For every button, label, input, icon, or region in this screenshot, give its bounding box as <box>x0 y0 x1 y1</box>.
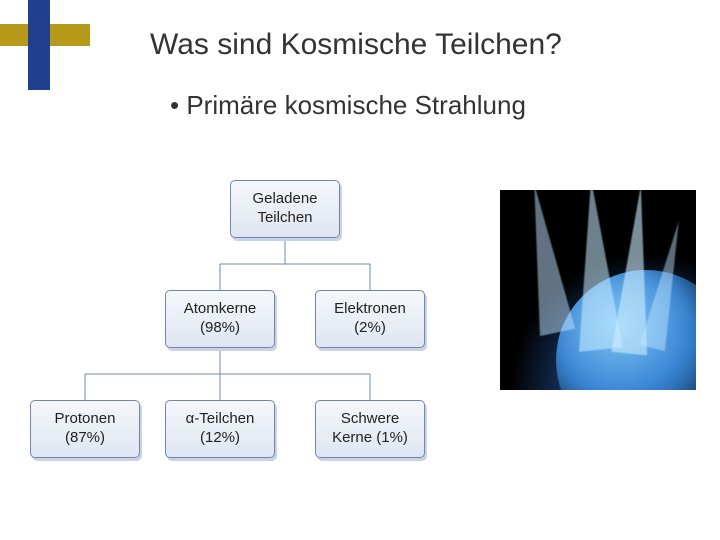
corner-logo <box>0 0 90 90</box>
page-title: Was sind Kosmische Teilchen? <box>150 28 562 62</box>
node-label: α-Teilchen (12%) <box>170 410 270 448</box>
node-elektronen: Elektronen (2%) <box>315 290 425 348</box>
logo-v-bar <box>28 0 50 90</box>
node-label: Schwere Kerne (1%) <box>320 410 420 448</box>
node-label: Elektronen (2%) <box>320 300 420 338</box>
node-alpha: α-Teilchen (12%) <box>165 400 275 458</box>
node-label: Geladene Teilchen <box>235 190 335 228</box>
node-root: Geladene Teilchen <box>230 180 340 238</box>
node-atomkerne: Atomkerne (98%) <box>165 290 275 348</box>
slide: Was sind Kosmische Teilchen? Primäre kos… <box>0 0 720 540</box>
node-label: Atomkerne (98%) <box>170 300 270 338</box>
subtitle-bullet: Primäre kosmische Strahlung <box>170 90 526 121</box>
node-protonen: Protonen (87%) <box>30 400 140 458</box>
org-chart: Geladene Teilchen Atomkerne (98%) Elektron… <box>20 160 480 500</box>
node-schwere: Schwere Kerne (1%) <box>315 400 425 458</box>
node-label: Protonen (87%) <box>35 410 135 448</box>
cosmic-ray-image <box>500 190 696 390</box>
